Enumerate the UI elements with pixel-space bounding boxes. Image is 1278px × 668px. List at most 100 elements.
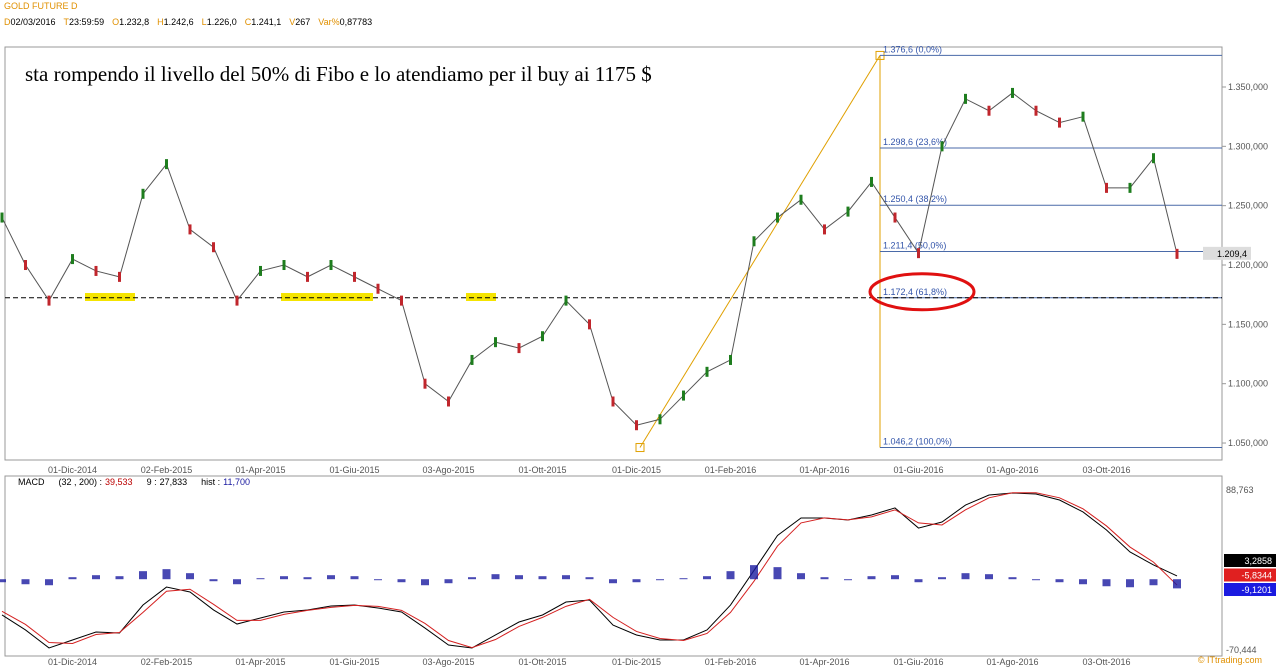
y-tick-label: 1.250,000 [1228, 201, 1268, 211]
hist-bar [444, 579, 453, 584]
hist-bar [867, 576, 876, 580]
y-tick-label: -70,444 [1226, 645, 1257, 655]
price-bar [799, 194, 803, 205]
last-value-box [1224, 568, 1276, 582]
price-bar [729, 354, 732, 365]
hist-bar [844, 579, 852, 581]
price-bar [212, 242, 215, 253]
fib-label: 1.298,6 (23,6%) [883, 137, 947, 147]
hist-bar [139, 571, 147, 580]
price-bar [0, 212, 4, 223]
hist-bar [726, 571, 735, 580]
info-key: L [202, 17, 207, 27]
fib-handle [635, 443, 645, 453]
hist-bar [609, 579, 617, 584]
price-bar [846, 206, 850, 217]
hist-bar [350, 576, 359, 580]
y-tick-label: 1.350,000 [1228, 82, 1268, 92]
info-key: O [112, 17, 119, 27]
info-value: 0,87783 [340, 17, 373, 27]
x-tick-label: 01-Giu-2016 [893, 657, 943, 667]
price-bar [47, 295, 51, 306]
hist-bar [797, 573, 805, 580]
price-bar [682, 390, 685, 401]
highlight-ellipse [868, 272, 976, 312]
info-key: Var% [318, 17, 339, 27]
info-key: H [157, 17, 164, 27]
hist-bar [491, 574, 500, 580]
hist-bar [256, 578, 265, 580]
price-bar [1128, 182, 1132, 193]
price-bar [188, 224, 192, 235]
x-tick-label: 01-Dic-2014 [48, 657, 97, 667]
x-tick-label: 01-Ago-2016 [986, 465, 1038, 475]
x-tick-label: 01-Apr-2015 [235, 657, 285, 667]
hist-bar [562, 575, 570, 580]
highlight [466, 293, 496, 301]
y-tick-label: 1.300,000 [1228, 141, 1268, 151]
price-bar [541, 331, 544, 342]
hist-bar [1149, 579, 1158, 586]
last-price-box [1203, 246, 1251, 260]
price-bar [400, 295, 403, 306]
info-value: 02/03/2016 [11, 17, 56, 27]
hist-bar [397, 579, 406, 583]
hist-bar [162, 569, 171, 580]
fib-label: 1.376,6 (0,0%) [883, 44, 942, 54]
info-value: 1.242,6 [164, 17, 194, 27]
hist-bar [679, 578, 688, 580]
macd-params: (32 , 200) : [59, 477, 103, 487]
hist-bar [280, 576, 288, 580]
fib-label: 1.250,4 (38,2%) [883, 194, 947, 204]
macd-signal-label: 9 : [147, 477, 157, 487]
hist-bar [115, 576, 124, 580]
price-bar [353, 271, 356, 282]
last-value-box [1224, 583, 1276, 596]
watermark: © ITtrading.com [1198, 655, 1262, 665]
annotation: sta rompendo il livello del 50% di Fibo … [25, 62, 652, 86]
price-bar [635, 420, 638, 431]
price-bar [823, 224, 826, 235]
price-bar [964, 93, 967, 104]
price-bar [752, 236, 756, 247]
hist-bar [1008, 577, 1017, 580]
price-bar [71, 254, 74, 265]
hist-bar [0, 579, 6, 583]
price-bar [423, 378, 427, 389]
x-tick-label: 01-Dic-2014 [48, 465, 97, 475]
price-bar [165, 159, 168, 170]
hist-bar [703, 576, 711, 580]
last-price-label: 1.209,4 [1217, 249, 1247, 259]
hist-bar [938, 577, 946, 580]
hist-bar [374, 579, 382, 581]
price-bar [705, 366, 709, 377]
price-bar [917, 248, 920, 259]
x-tick-label: 01-Giu-2016 [893, 465, 943, 475]
price-bar [470, 354, 474, 365]
hist-bar [303, 577, 312, 580]
macd-readout: 27,833 [160, 477, 188, 487]
macd-title: MACD [18, 477, 45, 487]
hist-bar [656, 579, 664, 581]
hist-bar [891, 575, 899, 580]
price-bar [235, 295, 239, 306]
hist-bar [1102, 579, 1111, 587]
macd-readout: 11,700 [223, 477, 250, 487]
info-key: C [245, 17, 252, 27]
price-bar [447, 396, 450, 407]
last-value-label: -9,1201 [1241, 585, 1272, 595]
price-bar [588, 319, 591, 330]
price-bar [1175, 248, 1179, 259]
hist-bar [750, 565, 758, 580]
hist-bar [538, 576, 547, 580]
price-bar [1011, 87, 1014, 98]
hist-bar [92, 575, 100, 580]
last-value-label: 3,2858 [1244, 556, 1272, 566]
x-tick-label: 03-Ott-2016 [1082, 465, 1130, 475]
highlight [85, 293, 135, 301]
hist-bar [773, 567, 782, 580]
info-value: 1.241,1 [251, 17, 281, 27]
x-tick-label: 01-Giu-2015 [329, 465, 379, 475]
hist-bar [327, 575, 335, 580]
